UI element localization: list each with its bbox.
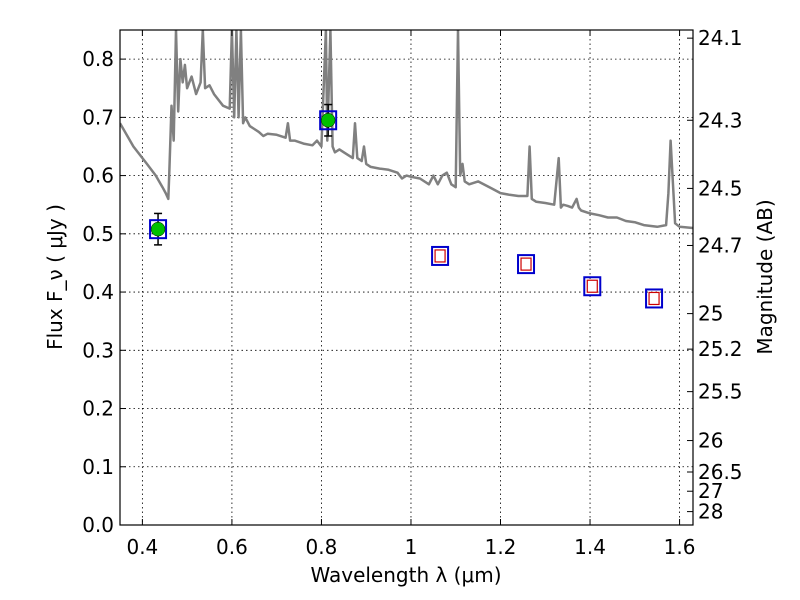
limit-box-inner <box>586 279 598 293</box>
right-tick-label: 26.5 <box>698 460 743 484</box>
right-tick-label: 28 <box>698 500 723 524</box>
detection-point <box>320 113 336 128</box>
x-tick-label: 1.2 <box>485 535 517 559</box>
gridlines <box>120 30 693 526</box>
limit-box-outer <box>583 276 602 297</box>
y-tick-label: 0.6 <box>82 164 114 188</box>
detection-box <box>319 110 338 131</box>
limit-box-inner <box>520 257 532 271</box>
y-tick-label: 0.2 <box>82 397 114 421</box>
x-axis-ticks: 0.4 0.6 0.8 1 1.2 1.4 1.6 <box>126 30 695 559</box>
right-tick-label: 24.7 <box>698 233 743 257</box>
y-tick-label: 0.7 <box>82 105 114 129</box>
y-tick-label: 0.4 <box>82 280 114 304</box>
detection-box <box>149 219 168 240</box>
right-tick-label: 25.2 <box>698 337 743 361</box>
x-tick-label: 1.6 <box>664 535 696 559</box>
spectrum-layer <box>120 30 693 230</box>
x-tick-label: 0.4 <box>126 535 158 559</box>
y-axis-label: Flux F_ν ( μJy ) <box>43 204 67 350</box>
y-tick-label: 0.8 <box>82 47 114 71</box>
y-tick-label: 0.0 <box>82 513 114 537</box>
right-tick-label: 26 <box>698 429 723 453</box>
plot-frame <box>119 29 694 526</box>
right-tick-label: 27 <box>698 479 723 503</box>
detection-point <box>150 221 166 237</box>
right-tick-label: 25.5 <box>698 380 743 404</box>
photometry-points <box>149 103 664 309</box>
x-tick-label: 0.6 <box>216 535 248 559</box>
right-tick-label: 24.3 <box>698 108 743 132</box>
y-tick-label: 0.1 <box>82 455 114 479</box>
right-tick-label: 24.1 <box>698 26 743 50</box>
x-tick-label: 0.8 <box>306 535 338 559</box>
right-tick-label: 25 <box>698 302 723 326</box>
limit-box-outer <box>431 245 450 266</box>
x-tick-label: 1 <box>405 535 418 559</box>
limit-box-outer <box>517 254 536 275</box>
right-axis-label: Magnitude (AB) <box>753 199 777 354</box>
y-tick-label: 0.3 <box>82 338 114 362</box>
x-axis-label: Wavelength λ (μm) <box>310 563 501 587</box>
y-axis-ticks: 0.0 0.1 0.2 0.3 0.4 0.5 0.6 0.7 0.8 <box>82 47 126 537</box>
limit-box-inner <box>434 249 446 263</box>
y-tick-label: 0.5 <box>82 222 114 246</box>
right-tick-label: 24.5 <box>698 176 743 200</box>
spectrum-line <box>120 30 693 230</box>
x-tick-label: 1.4 <box>574 535 606 559</box>
limit-box-outer <box>645 288 664 309</box>
limit-box-inner <box>648 291 660 306</box>
